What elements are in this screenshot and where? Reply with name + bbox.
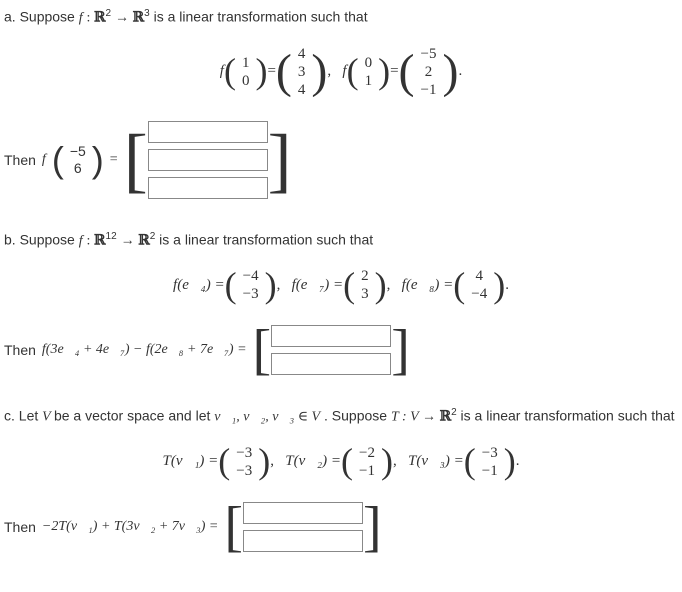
problem-a-intro: a. Suppose f : ℝ2 → ℝ3 is a linear trans… [4, 8, 678, 27]
codomain-R: ℝ [133, 11, 145, 26]
answer-a-input-1[interactable] [148, 121, 268, 143]
label-c: c. Let [4, 408, 38, 424]
equations-c: T(v⃗₁) = ( −3 −3 ) , T(v⃗₂) = ( −2 −1 ) … [4, 440, 678, 484]
answer-a-input-2[interactable] [148, 149, 268, 171]
answer-b-input-2[interactable] [271, 353, 391, 375]
problem-c-intro: c. Let V be a vector space and let v⃗₁, … [4, 407, 678, 426]
problem-b-intro: b. Suppose f : ℝ12 → ℝ2 is a linear tran… [4, 231, 678, 250]
then-line-b: Then f(3e⃗₄ + 4e⃗₇) − f(2e⃗₈ + 7e⃗₇) = [… [4, 321, 678, 379]
equations-a: f ( 1 0 ) = ( 4 3 4 ) , f ( 0 1 ) = [4, 41, 678, 103]
problem-a: a. Suppose f : ℝ2 → ℝ3 is a linear trans… [4, 8, 678, 203]
label-a: a. Suppose [4, 9, 75, 25]
answer-a-box: [ ] [124, 117, 292, 203]
label-b: b. Suppose [4, 231, 75, 247]
then-line-c: Then −2T(v⃗₁) + T(3v⃗₂ + 7v⃗₃) = [ ] [4, 498, 678, 556]
answer-b-input-1[interactable] [271, 325, 391, 347]
answer-a-input-3[interactable] [148, 177, 268, 199]
func-f: f [79, 11, 83, 26]
then-line-a: Then f ( −5 6 ) = [ ] [4, 117, 678, 203]
answer-b-box: [ ] [253, 321, 410, 379]
answer-c-box: [ ] [224, 498, 381, 556]
problem-b: b. Suppose f : ℝ12 → ℝ2 is a linear tran… [4, 231, 678, 380]
answer-c-input-1[interactable] [243, 502, 363, 524]
problem-c: c. Let V be a vector space and let v⃗₁, … [4, 407, 678, 556]
answer-c-input-2[interactable] [243, 530, 363, 552]
domain-R: ℝ [94, 11, 106, 26]
equations-b: f(e⃗₄) = ( −4 −3 ) , f(e⃗₇) = ( 2 3 ) , … [4, 263, 678, 307]
